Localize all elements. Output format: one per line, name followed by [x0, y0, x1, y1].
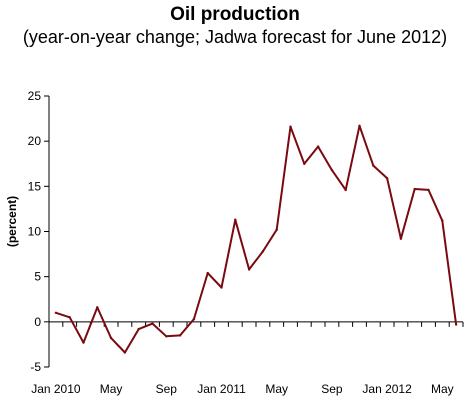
data-point [454, 323, 458, 326]
x-tick-label: Sep [321, 382, 343, 396]
data-point [372, 164, 375, 167]
x-tick-label: Jan 2010 [31, 382, 81, 396]
data-point [165, 335, 168, 338]
x-tick-label: May [265, 382, 288, 396]
data-point [82, 341, 85, 344]
data-point [441, 219, 444, 222]
data-point [151, 322, 154, 325]
data-point [234, 218, 237, 221]
data-point [206, 271, 209, 275]
y-axis-ticks: 25 20 15 10 5 0 -5 [28, 89, 49, 374]
x-axis-ticks: Jan 2010 May Sep Jan 2011 May Sep Jan 2012 May [31, 321, 464, 396]
data-point [68, 316, 71, 319]
data-point [109, 336, 113, 340]
data-point [54, 311, 58, 314]
chart-title: Oil production [170, 4, 300, 25]
series-line [55, 124, 458, 354]
data-point [316, 145, 320, 148]
data-point [344, 188, 347, 192]
y-tick-label: 15 [28, 179, 42, 193]
data-point [261, 250, 265, 253]
data-point [399, 237, 403, 240]
y-tick-label: 0 [34, 315, 41, 329]
data-point [275, 228, 278, 231]
data-point [289, 125, 292, 128]
data-point [385, 177, 389, 180]
y-tick-label: 25 [28, 89, 42, 103]
data-point [247, 268, 251, 271]
data-point [96, 306, 99, 309]
data-point [358, 124, 361, 128]
data-point [413, 187, 416, 191]
y-tick-label: 20 [28, 134, 42, 148]
y-axis-label: (percent) [5, 196, 19, 247]
chart-subtitle: (year-on-year change; Jadwa forecast for… [22, 27, 448, 47]
data-point [330, 168, 334, 172]
data-point [192, 317, 196, 321]
x-tick-label: May [431, 382, 454, 396]
y-tick-label: 10 [28, 225, 42, 239]
data-point [427, 188, 430, 192]
y-tick-label: 5 [34, 270, 41, 284]
data-point [303, 162, 306, 165]
x-tick-label: Sep [156, 382, 178, 396]
data-point [220, 286, 223, 289]
data-point [137, 327, 140, 331]
x-tick-label: Jan 2011 [197, 382, 246, 396]
series-layer [54, 124, 458, 354]
data-point [178, 334, 182, 337]
y-tick-label: -5 [30, 360, 41, 374]
x-tick-label: Jan 2012 [362, 382, 412, 396]
x-tick-label: May [100, 382, 123, 396]
data-point [123, 351, 127, 354]
